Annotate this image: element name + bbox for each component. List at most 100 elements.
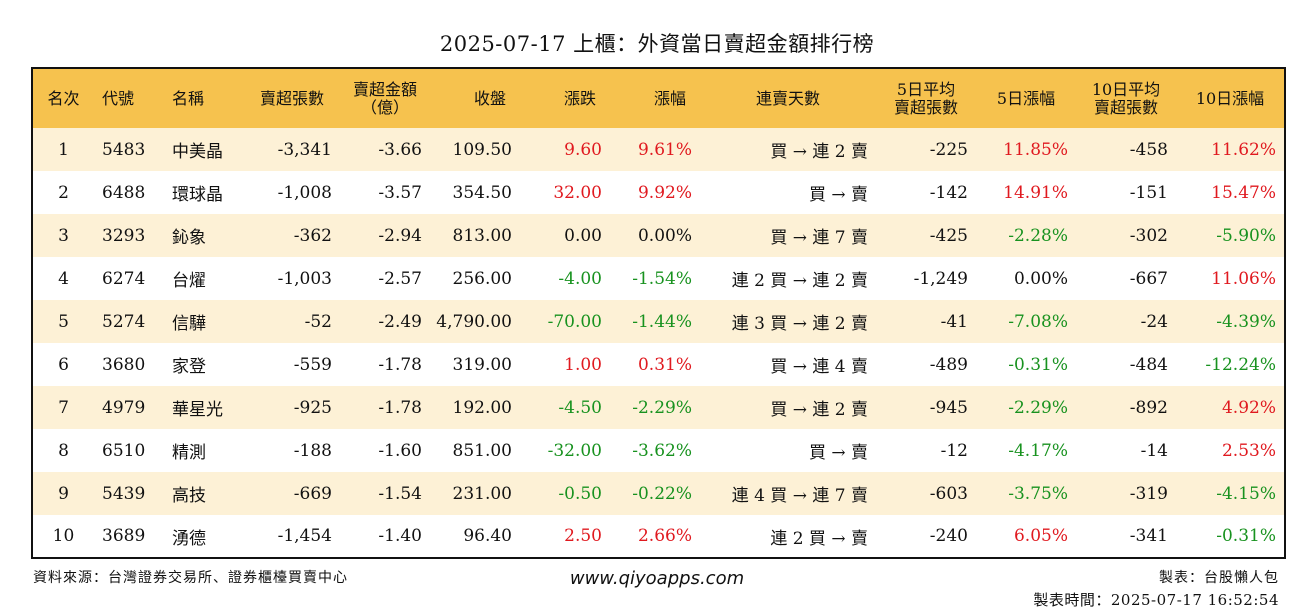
table-row: 3 3293 鈊象 -362 -2.94 813.00 0.00 0.00% 買 → 連 7 賣… — [32, 214, 1285, 257]
cell-pct10: -5.90% — [1216, 225, 1276, 246]
cell-streak: 連 2 買 → 連 2 賣 — [731, 271, 868, 291]
cell-name: 湧德 — [172, 528, 206, 549]
cell-close: 256.00 — [452, 268, 512, 289]
cell-change-pct: 9.61% — [637, 139, 692, 160]
cell-rank: 9 — [58, 483, 69, 504]
cell-close: 192.00 — [452, 397, 512, 418]
cell-change: 2.50 — [564, 526, 602, 546]
cell-change: 32.00 — [553, 182, 602, 203]
cell-avg10: -892 — [1129, 397, 1168, 418]
cell-pct10: 15.47% — [1211, 182, 1276, 203]
column-header-line: 連賣天數 — [755, 88, 820, 108]
cell-rank: 3 — [58, 225, 69, 246]
cell-sell-vol: -52 — [304, 311, 332, 332]
cell-pct5: -3.75% — [1008, 483, 1068, 504]
table-row: 1 5483 中美晶 -3,341 -3.66 109.50 9.60 9.61% 買 → 連 … — [32, 128, 1285, 171]
column-header-line: 5日漲幅 — [996, 88, 1056, 108]
cell-sell-vol: -669 — [293, 483, 332, 504]
cell-name: 台燿 — [172, 271, 206, 291]
cell-pct5: -2.29% — [1008, 397, 1068, 418]
cell-close: 4,790.00 — [436, 311, 512, 332]
cell-sell-amt: -1.54 — [378, 483, 422, 504]
cell-name: 家登 — [172, 357, 206, 377]
column-header-line: 名次 — [47, 88, 80, 108]
table-row: 9 5439 高技 -669 -1.54 231.00 -0.50 -0.22% 連 4 買 →… — [32, 472, 1285, 515]
cell-change: 0.00 — [564, 225, 602, 246]
cell-streak: 買 → 連 2 賣 — [770, 142, 868, 162]
cell-sell-vol: -1,454 — [277, 526, 332, 546]
cell-avg10: -14 — [1140, 440, 1168, 461]
cell-sell-amt: -1.40 — [378, 526, 422, 546]
column-header-line: 漲跌 — [563, 88, 596, 108]
column-header-line: （億） — [360, 97, 409, 117]
cell-close: 354.50 — [452, 182, 512, 203]
cell-sell-vol: -188 — [293, 440, 332, 461]
cell-streak: 買 → 賣 — [808, 185, 868, 205]
table-row: 10 3689 湧德 -1,454 -1.40 96.40 2.50 2.66% 連 2 買 →… — [32, 515, 1285, 558]
cell-avg5: -1,249 — [913, 268, 968, 289]
column-header: 5日平均 賣超張數 — [876, 68, 976, 128]
column-header-line: 賣超張數 — [259, 88, 324, 108]
column-header-line: 代號 — [102, 88, 135, 108]
site-url: www.qiyoapps.com — [569, 568, 745, 589]
cell-change-pct: -1.54% — [632, 268, 692, 289]
cell-avg10: -302 — [1129, 225, 1168, 246]
cell-rank: 5 — [58, 311, 69, 332]
table-row: 6 3680 家登 -559 -1.78 319.00 1.00 0.31% 買 → 連 4 賣… — [32, 343, 1285, 386]
cell-pct5: 14.91% — [1003, 182, 1068, 203]
cell-name: 信驊 — [172, 314, 206, 334]
cell-change-pct: 9.92% — [637, 182, 692, 203]
column-header-line: 5日平均 — [896, 79, 956, 99]
cell-streak: 買 → 連 2 賣 — [770, 400, 868, 420]
column-header-line: 賣超張數 — [893, 97, 958, 117]
column-header: 漲跌 — [520, 68, 610, 128]
cell-sell-amt: -2.57 — [378, 268, 422, 289]
data-source: 資料來源：台灣證券交易所、證券櫃檯買賣中心 — [33, 570, 348, 586]
cell-change: -4.00 — [558, 268, 602, 289]
cell-change: 9.60 — [564, 139, 602, 160]
cell-avg10: -458 — [1129, 139, 1168, 160]
cell-rank: 7 — [58, 397, 69, 418]
cell-avg5: -41 — [940, 311, 968, 332]
column-header: 連賣天數 — [700, 68, 876, 128]
column-header: 賣超張數 — [244, 68, 340, 128]
cell-streak: 買 → 連 7 賣 — [770, 228, 868, 248]
ranking-table: 名次 代號 名稱 賣超張數 賣超金額 （億） 收盤 漲跌 漲幅 連賣天數 5日平均 賣超張數 5日漲幅 1… — [31, 67, 1286, 559]
cell-code: 6510 — [102, 440, 146, 461]
cell-avg5: -425 — [929, 225, 968, 246]
cell-rank: 4 — [58, 268, 69, 289]
column-header: 收盤 — [430, 68, 520, 128]
cell-close: 109.50 — [452, 139, 512, 160]
cell-change-pct: -1.44% — [632, 311, 692, 332]
cell-name: 精測 — [172, 443, 206, 463]
cell-close: 231.00 — [452, 483, 512, 504]
cell-code: 6274 — [102, 268, 146, 289]
cell-pct5: -4.17% — [1008, 440, 1068, 461]
column-header-line: 名稱 — [172, 88, 205, 108]
cell-pct5: -0.31% — [1008, 354, 1068, 375]
column-header: 10日平均 賣超張數 — [1076, 68, 1176, 128]
cell-avg5: -945 — [929, 397, 968, 418]
column-header: 名稱 — [164, 68, 244, 128]
column-header-line: 10日平均 — [1091, 79, 1161, 99]
cell-change-pct: -3.62% — [632, 440, 692, 461]
cell-pct10: 11.62% — [1211, 139, 1276, 160]
column-header-line: 賣超張數 — [1093, 97, 1158, 117]
cell-pct5: 0.00% — [1013, 268, 1068, 289]
table-row: 7 4979 華星光 -925 -1.78 192.00 -4.50 -2.29% 買 → 連 … — [32, 386, 1285, 429]
cell-pct10: 2.53% — [1221, 440, 1276, 461]
cell-streak: 買 → 賣 — [808, 443, 868, 463]
cell-pct10: 11.06% — [1211, 268, 1276, 289]
cell-sell-amt: -2.94 — [378, 225, 422, 246]
cell-sell-vol: -925 — [293, 397, 332, 418]
cell-change: -0.50 — [558, 483, 602, 504]
cell-code: 5274 — [102, 311, 146, 332]
cell-sell-amt: -3.57 — [378, 182, 422, 203]
cell-pct5: -7.08% — [1008, 311, 1068, 332]
cell-avg5: -240 — [929, 526, 968, 546]
cell-avg10: -24 — [1140, 311, 1168, 332]
column-header: 賣超金額 （億） — [340, 68, 430, 128]
cell-code: 5483 — [102, 139, 146, 160]
cell-close: 851.00 — [452, 440, 512, 461]
cell-avg5: -489 — [929, 354, 968, 375]
